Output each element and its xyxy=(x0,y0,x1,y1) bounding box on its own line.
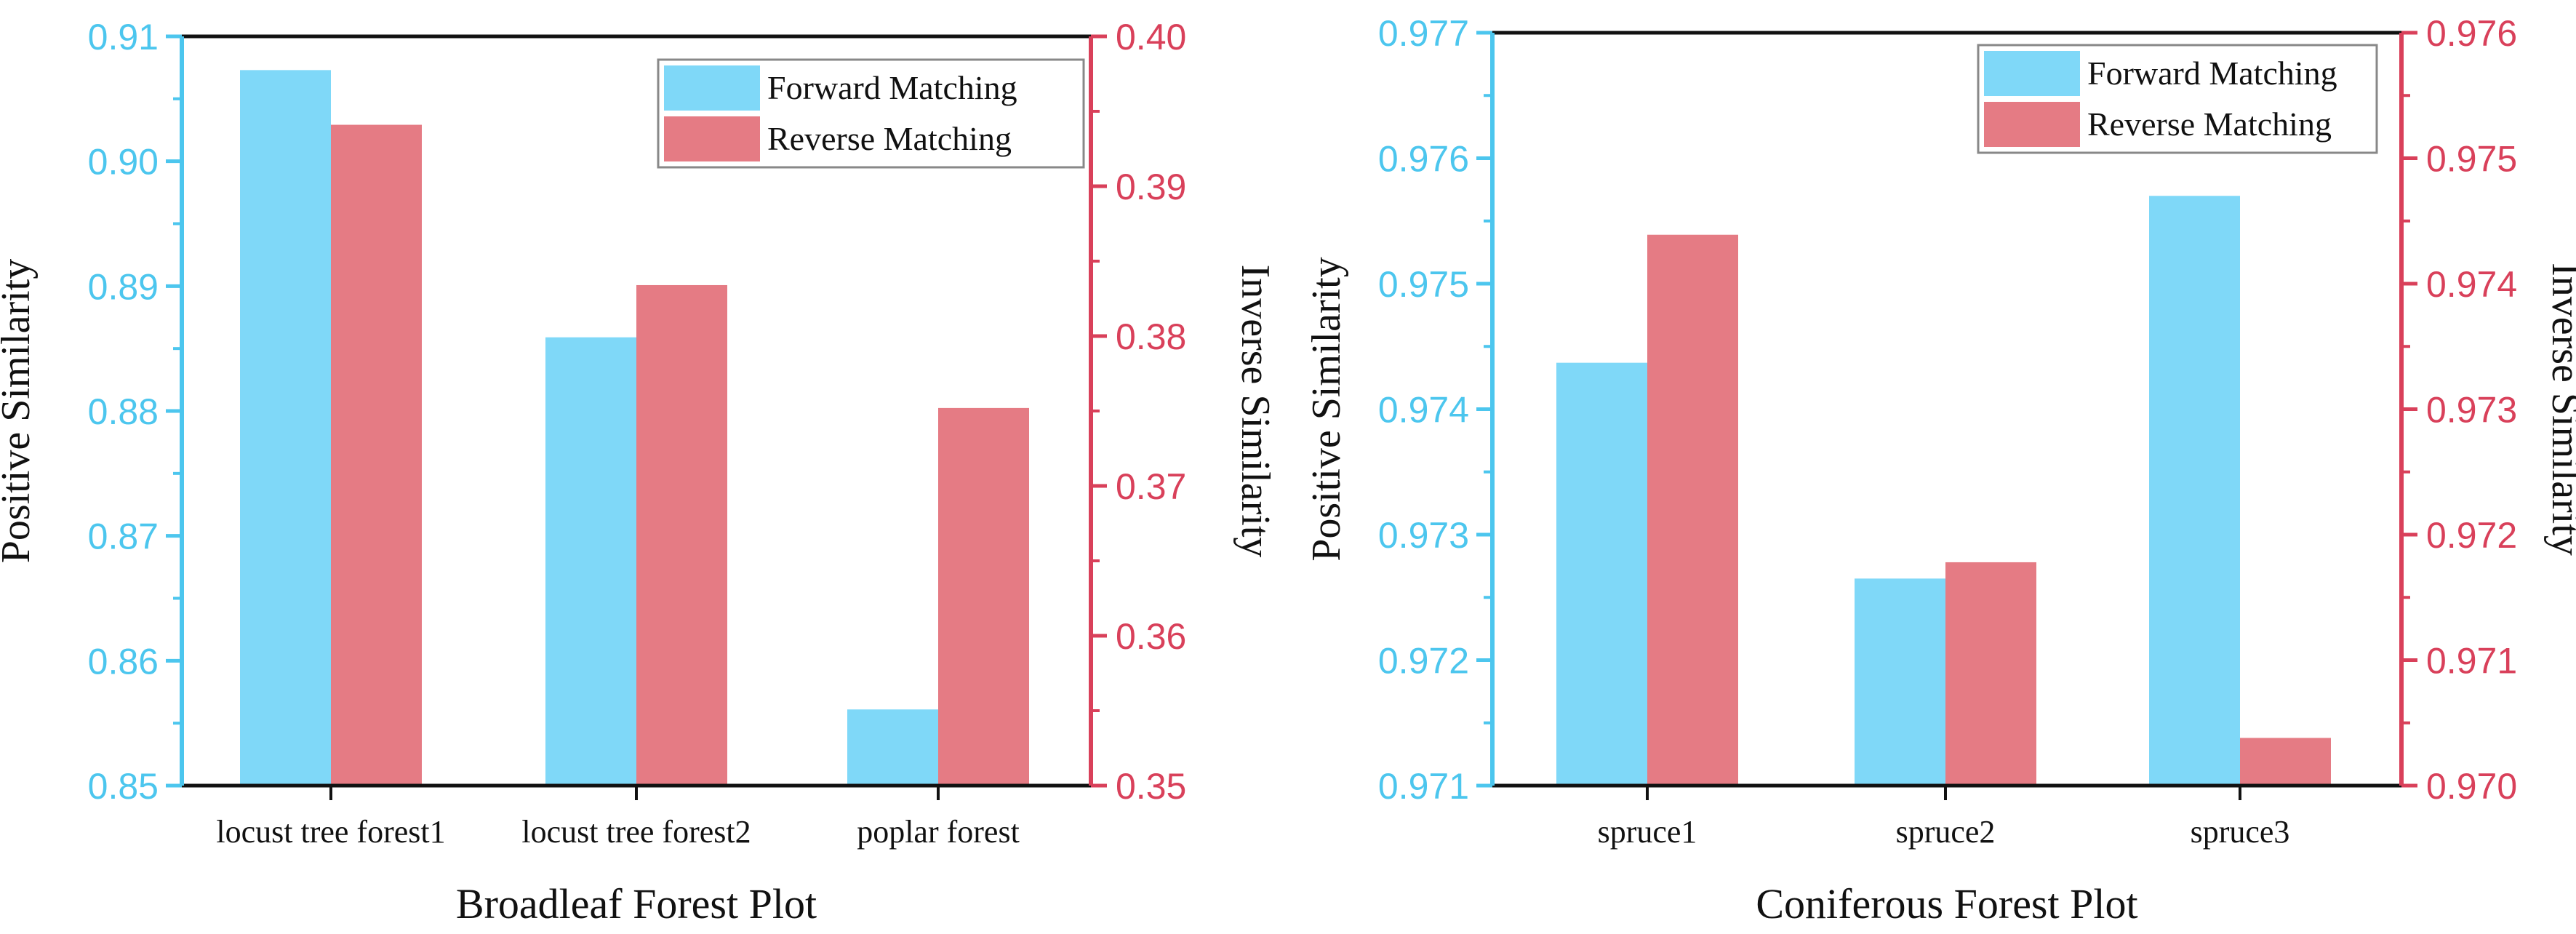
legend-label-forward: Forward Matching xyxy=(767,69,1017,106)
bar-forward-2 xyxy=(545,337,636,786)
bar-reverse-1 xyxy=(331,124,422,786)
x-tick-label: locust tree forest2 xyxy=(521,814,751,850)
right-tick-label: 0.37 xyxy=(1116,466,1186,507)
legend-swatch-forward xyxy=(664,65,760,111)
bar-reverse-1 xyxy=(1647,234,1738,786)
left-tick-label: 0.90 xyxy=(88,142,159,183)
bar-forward-1 xyxy=(1556,362,1647,786)
legend-swatch-reverse xyxy=(1984,102,2080,147)
right-tick-label: 0.976 xyxy=(2426,13,2517,54)
left-tick-label: 0.975 xyxy=(1378,264,1469,305)
bar-reverse-3 xyxy=(938,407,1029,786)
left-tick-label: 0.88 xyxy=(88,391,159,432)
chart-1: 0.85 0.86 0.87 0.88 0.89 0.90 0.91 0.35 0.36 0.37… xyxy=(0,17,1278,927)
legend-swatch-reverse xyxy=(664,116,760,161)
left-axis-title: Positive Similarity xyxy=(0,259,39,563)
bar-reverse-3 xyxy=(2240,738,2331,786)
legend: Forward Matching Reverse Matching xyxy=(657,58,1085,169)
bar-forward-2 xyxy=(1855,578,1945,786)
left-tick-label: 0.87 xyxy=(88,516,159,557)
legend-label-reverse: Reverse Matching xyxy=(2087,105,2332,143)
left-tick-label: 0.977 xyxy=(1378,13,1469,54)
left-tick-label: 0.85 xyxy=(88,766,159,807)
right-tick-label: 0.973 xyxy=(2426,390,2517,431)
legend-label-reverse: Reverse Matching xyxy=(767,120,1012,157)
bar-reverse-2 xyxy=(1945,562,2036,786)
x-tick-label: locust tree forest1 xyxy=(216,814,445,850)
right-tick-label: 0.972 xyxy=(2426,515,2517,556)
x-tick-label: poplar forest xyxy=(857,814,1020,850)
left-tick-label: 0.86 xyxy=(88,641,159,682)
x-tick-label: spruce2 xyxy=(1896,814,1996,850)
bar-reverse-2 xyxy=(636,284,727,786)
chart-2: 0.971 0.972 0.973 0.974 0.975 0.976 0.977 0.970… xyxy=(1304,13,2576,927)
right-tick-label: 0.975 xyxy=(2426,139,2517,180)
right-axis-title: Inverse Similarity xyxy=(2543,263,2576,556)
left-tick-label: 0.973 xyxy=(1378,515,1469,556)
left-tick-label: 0.89 xyxy=(88,266,159,307)
right-tick-label: 0.35 xyxy=(1116,766,1186,807)
x-axis-title: Broadleaf Forest Plot xyxy=(456,880,817,927)
right-tick-label: 0.39 xyxy=(1116,167,1186,207)
legend-label-forward: Forward Matching xyxy=(2087,55,2337,92)
bar-forward-3 xyxy=(2149,196,2240,786)
x-tick-label: spruce3 xyxy=(2191,814,2290,850)
bar-forward-1 xyxy=(240,70,331,786)
right-axis-title: Inverse Similarity xyxy=(1233,265,1278,558)
right-tick-label: 0.40 xyxy=(1116,17,1186,57)
left-tick-label: 0.972 xyxy=(1378,641,1469,682)
left-tick-label: 0.971 xyxy=(1378,766,1469,807)
right-tick-label: 0.36 xyxy=(1116,616,1186,657)
right-tick-label: 0.974 xyxy=(2426,264,2517,305)
right-tick-label: 0.970 xyxy=(2426,766,2517,807)
left-tick-label: 0.91 xyxy=(88,17,159,57)
left-tick-label: 0.974 xyxy=(1378,390,1469,431)
right-tick-label: 0.38 xyxy=(1116,316,1186,357)
left-axis-title: Positive Similarity xyxy=(1304,257,1349,561)
legend-swatch-forward xyxy=(1984,51,2080,96)
right-tick-label: 0.971 xyxy=(2426,641,2517,682)
bar-forward-3 xyxy=(847,709,938,786)
legend: Forward Matching Reverse Matching xyxy=(1977,44,2378,154)
left-tick-label: 0.976 xyxy=(1378,139,1469,180)
x-tick-label: spruce1 xyxy=(1598,814,1697,850)
x-axis-title: Coniferous Forest Plot xyxy=(1756,880,2137,927)
